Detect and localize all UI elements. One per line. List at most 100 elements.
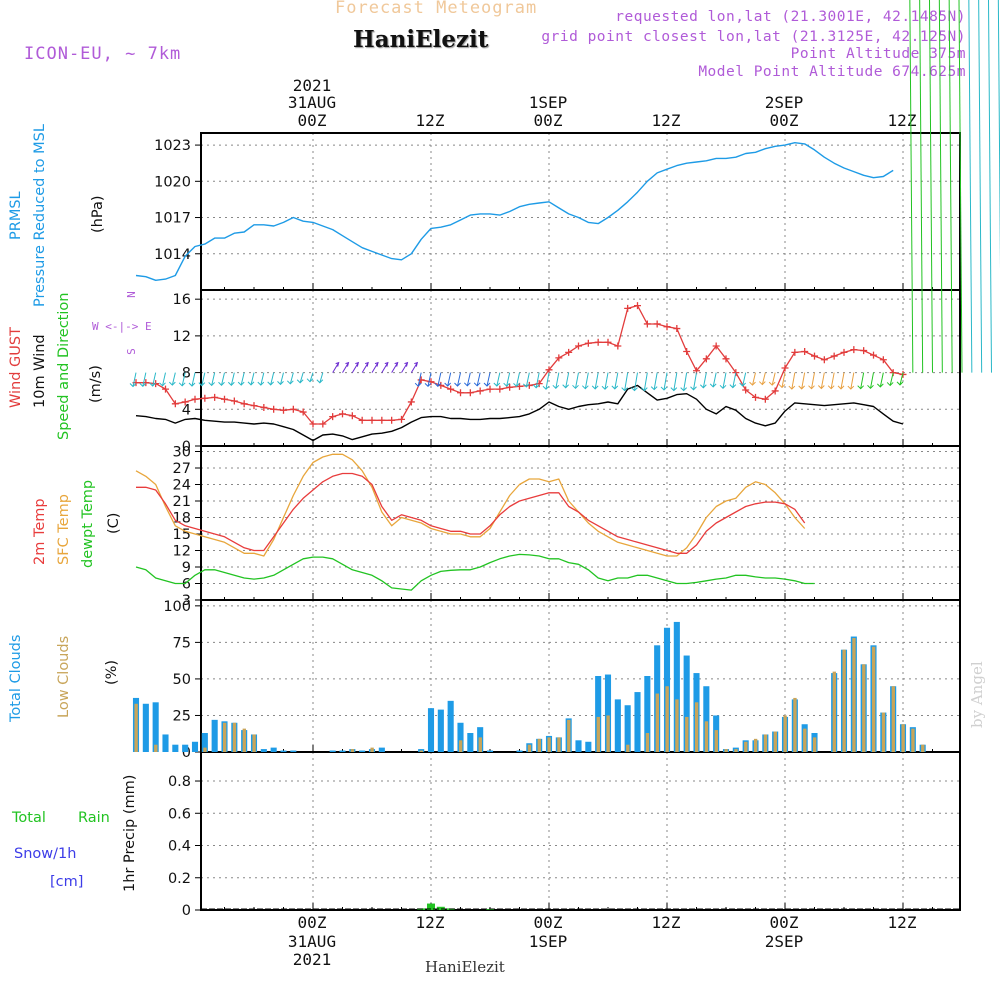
pressure-line: [135, 141, 894, 281]
gust-point: [889, 369, 897, 377]
total-cloud-bar: [595, 676, 602, 752]
wind-direction-arrow: [879, 372, 884, 387]
gust-point: [614, 342, 622, 350]
wind-arrow-head: [768, 381, 776, 386]
total-cloud-bar: [457, 722, 464, 752]
wind-arrow-head: [857, 385, 865, 390]
wind-arrow-head: [178, 382, 186, 387]
gust-point: [643, 320, 651, 328]
wind-direction-arrow: [614, 372, 619, 389]
wind-arrow-head: [237, 381, 245, 386]
wind-arrow-head: [454, 382, 461, 387]
gust-point: [712, 342, 720, 350]
low-cloud-bar: [350, 749, 355, 752]
y-tick-label: 4: [182, 402, 191, 418]
gust-point: [280, 406, 287, 414]
wind-arrow-head: [542, 385, 550, 390]
wind-arrow-head: [709, 383, 717, 388]
sfc-temp-line: [135, 453, 806, 557]
wind-arrow-head: [483, 382, 491, 387]
meteogram-title: Forecast Meteogram: [335, 0, 538, 18]
total-cloud-bar: [614, 699, 621, 752]
y-tick-label: 75: [173, 635, 191, 651]
wind-direction-arrow: [496, 372, 501, 387]
low-cloud-bar: [547, 737, 551, 752]
gust-point: [722, 355, 730, 363]
gust-point: [466, 389, 474, 397]
y-tick-label: 12: [173, 544, 191, 560]
wind-direction-arrow: [476, 372, 481, 386]
wind-direction-arrow: [988, 0, 992, 373]
wind-direction-arrow: [604, 372, 609, 390]
total-cloud-bar: [437, 709, 444, 752]
wind-direction-arrow: [919, 0, 924, 373]
gust-point: [830, 352, 838, 360]
wind-direction-arrow: [516, 372, 520, 387]
wind-arrow-head: [355, 361, 360, 367]
wind-direction-arrow: [152, 372, 157, 387]
panel-frame: [200, 289, 961, 447]
total-cloud-bar: [486, 750, 494, 752]
low-cloud-bar: [478, 737, 482, 752]
y-tick-label: 21: [173, 494, 191, 510]
gust-point: [162, 385, 169, 393]
wind-arrow-head: [404, 361, 409, 367]
low-cloud-bar: [862, 664, 866, 752]
gust-point: [545, 366, 553, 374]
low-cloud-bar: [596, 716, 600, 752]
precip-bar: [486, 909, 494, 910]
bottom-hour-12z-1: 12Z: [415, 913, 445, 932]
low-cloud-bar: [537, 738, 541, 752]
low-cloud-bar: [891, 686, 895, 752]
gust-point: [250, 402, 258, 410]
temp2m-line: [136, 472, 806, 554]
total-cloud-bar: [673, 621, 680, 752]
wind-arrow-head: [168, 381, 176, 386]
wind-arrow-head: [699, 384, 707, 389]
wind-direction-arrow: [270, 372, 275, 386]
wind-direction-arrow: [801, 372, 806, 389]
wind-arrow-head: [414, 382, 422, 387]
wind-direction-arrow: [663, 372, 668, 391]
total-cloud-bar: [624, 705, 631, 752]
wind-arrow-head: [817, 385, 825, 390]
wind-arrow-head: [562, 384, 570, 389]
wind-arrow-head: [139, 382, 147, 388]
snow-label: Snow/1h: [14, 846, 77, 862]
panel-frame: [200, 751, 961, 911]
low-cloud-bar: [911, 728, 915, 752]
wind-direction-arrow: [899, 372, 904, 386]
low-cloud-bar: [557, 737, 561, 752]
gust-point: [791, 348, 799, 356]
wind-arrow-head: [749, 381, 756, 386]
top-date-1sep: 1SEP: [528, 93, 568, 112]
gust-point: [289, 405, 297, 413]
low-cloud-bar: [154, 744, 158, 752]
gust-point: [506, 383, 514, 391]
total-cloud-bar: [162, 734, 169, 752]
y-tick-label: 100: [163, 599, 191, 615]
y-tick-label: 18: [173, 511, 191, 527]
wind-direction-arrow: [506, 372, 511, 387]
wind-direction-arrow: [634, 372, 638, 391]
low-cloud-bar: [222, 722, 227, 752]
low-cloud-bar: [724, 749, 728, 752]
total-cloud-bar: [703, 686, 710, 752]
total-cloud-bar: [585, 741, 592, 752]
total-cloud-bar: [172, 744, 179, 752]
wind-arrow-head: [611, 385, 619, 390]
wind-arrow-head: [867, 384, 874, 390]
wind-direction-arrow: [761, 372, 766, 385]
gust-point: [860, 347, 868, 355]
gust-point: [781, 364, 789, 372]
wind-direction-arrow: [132, 372, 137, 387]
total-cloud-bar: [378, 747, 385, 752]
total-cloud-bar: [644, 676, 651, 752]
wind10m-line: [135, 384, 904, 442]
y-tick-label: 1017: [154, 211, 191, 227]
total-cloud-bar: [516, 750, 523, 752]
wind-direction-arrow: [201, 372, 206, 386]
low-cloud-bar: [842, 649, 846, 752]
total-cloud-bar: [339, 750, 346, 752]
wind-arrow-head: [572, 384, 579, 390]
